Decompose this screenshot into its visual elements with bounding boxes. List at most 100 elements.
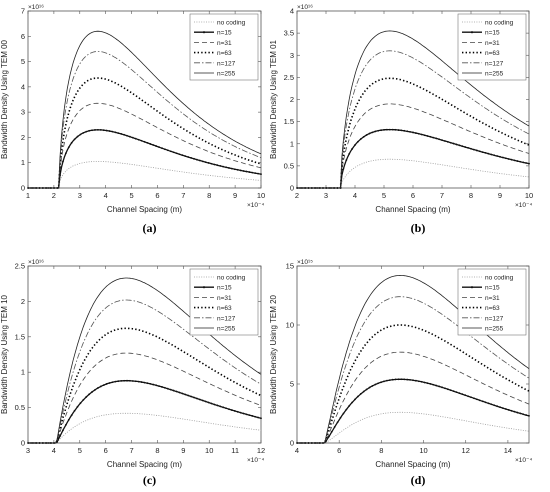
- y-tick-label: 1: [21, 368, 25, 377]
- series-marker-1: [219, 165, 222, 167]
- series-marker-1: [464, 394, 467, 397]
- series-marker-1: [181, 392, 184, 395]
- series-line-2: [297, 103, 530, 189]
- series-marker-1: [374, 383, 377, 386]
- series-marker-1: [158, 385, 160, 388]
- y-tick-label: 0: [21, 439, 25, 448]
- series-marker-1: [516, 411, 519, 414]
- legend-label-0: no coding: [485, 20, 514, 27]
- series-marker-1: [496, 155, 498, 157]
- series-marker-1: [357, 140, 359, 143]
- series-marker-1: [426, 382, 429, 385]
- series-marker-1: [449, 389, 452, 392]
- series-marker-1: [502, 156, 504, 159]
- y-tick-label: 4: [21, 82, 25, 91]
- series-marker-1: [76, 405, 79, 408]
- legend: no coding n=15 n=31 n=63 n=127 n=255: [457, 13, 527, 81]
- series-marker-1: [242, 170, 245, 172]
- x-tick-label: 6: [337, 446, 341, 455]
- series-marker-1: [85, 396, 88, 398]
- series-marker-1: [64, 423, 67, 426]
- x-axis-label: Channel Spacing (m): [375, 460, 450, 469]
- y-tick-label: 1: [290, 139, 294, 148]
- series-marker-1: [342, 412, 345, 415]
- series-marker-1: [409, 378, 411, 381]
- y-axis-label: Bandwidth Density Using TEM 00: [0, 39, 9, 159]
- series-marker-1: [196, 397, 198, 400]
- series-marker-1: [117, 380, 120, 383]
- series-marker-1: [161, 386, 163, 388]
- x-tick-label: 6: [104, 446, 108, 455]
- y-tick-label: 0: [290, 439, 294, 448]
- series-marker-1: [333, 426, 336, 428]
- series-marker-1: [230, 167, 233, 170]
- series-marker-1: [155, 384, 158, 387]
- series-line-3: [28, 77, 262, 189]
- series-marker-1: [123, 133, 126, 136]
- series-marker-1: [412, 379, 414, 382]
- series-marker-1: [473, 397, 475, 400]
- series-marker-1: [417, 132, 420, 135]
- x-tick-label: 5: [382, 191, 386, 200]
- x-tick-label: 9: [181, 446, 185, 455]
- series-marker-1: [204, 161, 207, 164]
- series-marker-1: [172, 389, 175, 392]
- series-marker-1: [236, 168, 239, 171]
- series-marker-1: [388, 379, 391, 381]
- x-tick-label: 5: [78, 446, 82, 455]
- series-marker-1: [342, 167, 345, 170]
- legend-label-3: n=63: [485, 305, 500, 312]
- series-marker-1: [446, 388, 449, 391]
- legend-marker-1: [470, 31, 474, 34]
- series-marker-1: [230, 409, 233, 411]
- legend-label-4: n=127: [485, 60, 504, 67]
- series-marker-1: [166, 387, 169, 390]
- series-marker-1: [175, 390, 178, 393]
- series-marker-1: [67, 146, 70, 149]
- series-marker-1: [233, 168, 236, 171]
- panel-caption: (b): [411, 221, 426, 235]
- y-multiplier: ×10¹⁵: [297, 259, 313, 266]
- series-marker-1: [82, 399, 85, 401]
- y-tick-label: 1.5: [284, 117, 294, 126]
- series-marker-1: [441, 139, 443, 142]
- x-tick-label: 1: [26, 191, 30, 200]
- series-line-5: [297, 30, 530, 189]
- x-tick-label: 8: [207, 191, 211, 200]
- series-marker-1: [386, 128, 388, 131]
- series-line-0: [28, 412, 262, 444]
- x-tick-label: 3: [324, 191, 328, 200]
- series-marker-1: [423, 381, 426, 384]
- series-marker-1: [499, 155, 501, 158]
- series-marker-1: [94, 129, 96, 131]
- series-marker-1: [82, 131, 85, 134]
- series-marker-1: [528, 414, 530, 417]
- series-marker-1: [120, 133, 123, 135]
- series-marker-1: [91, 391, 93, 393]
- series-marker-1: [493, 404, 496, 407]
- series-marker-1: [362, 390, 365, 393]
- series-marker-1: [79, 133, 82, 136]
- legend-box: [457, 268, 527, 336]
- series-marker-1: [114, 131, 117, 134]
- series-marker-1: [126, 379, 128, 382]
- series-marker-1: [70, 414, 73, 417]
- legend-marker-1: [202, 286, 206, 289]
- x-tick-label: 3: [26, 446, 30, 455]
- series-marker-1: [149, 382, 152, 385]
- series-marker-1: [169, 388, 172, 391]
- series-line-4: [28, 51, 262, 189]
- series-marker-1: [409, 130, 411, 133]
- legend-label-0: no coding: [217, 20, 246, 27]
- x-tick-label: 2: [52, 191, 56, 200]
- series-marker-1: [228, 167, 230, 169]
- series-marker-1: [380, 129, 382, 132]
- series-marker-1: [380, 381, 382, 384]
- series-marker-1: [198, 398, 201, 401]
- series-marker-1: [161, 147, 163, 150]
- series-marker-1: [354, 398, 356, 401]
- series-marker-1: [446, 140, 449, 143]
- series-marker-1: [99, 385, 102, 388]
- series-marker-1: [490, 403, 493, 406]
